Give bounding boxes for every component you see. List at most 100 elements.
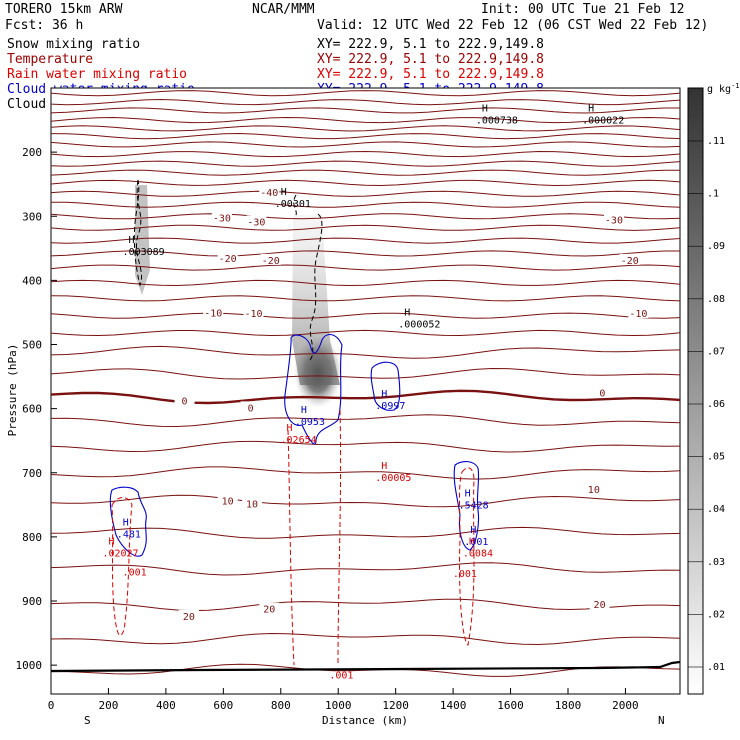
x-tick-label: 1400 <box>440 699 467 712</box>
snow-contour-dashed <box>293 194 323 361</box>
max-marker: H <box>129 235 135 246</box>
isotherm-label-bg <box>603 213 624 225</box>
isotherm-label: -30 <box>247 217 265 228</box>
isotherm-label: -20 <box>262 256 280 267</box>
y-tick-label: 500 <box>22 339 42 352</box>
isotherm-label-bg <box>259 185 280 197</box>
isotherm <box>51 116 680 124</box>
max-value-label: .003089 <box>123 247 165 258</box>
max-value-label: .00301 <box>275 199 311 210</box>
isotherm-zero <box>51 389 680 405</box>
model-title: TORERO 15km ARW <box>5 2 123 17</box>
legend-label: Snow mixing ratio <box>7 37 140 52</box>
max-marker: H <box>482 104 488 115</box>
isotherm-label-bg <box>583 482 604 494</box>
cloud-water-contour-main <box>284 334 343 445</box>
x-tick-label: 1000 <box>325 699 352 712</box>
end-label: N <box>658 714 665 727</box>
isotherm-label-bg <box>243 307 264 319</box>
x-tick-label: 400 <box>156 699 176 712</box>
isotherm-label: 20 <box>183 612 195 623</box>
colorbar-tick-label: .1 <box>707 189 719 200</box>
max-value-label: .001 <box>123 568 147 579</box>
isotherm <box>51 312 680 319</box>
isotherm-label-bg <box>178 609 199 621</box>
max-marker: H <box>301 405 307 416</box>
y-axis-label: Pressure (hPa) <box>6 344 19 437</box>
init-time: Init: 00 UTC Tue 21 Feb 12 <box>481 2 685 17</box>
isotherm-label-bg <box>628 307 649 319</box>
colorbar-tick-label: .08 <box>707 294 725 305</box>
colorbar-unit: g kg-1 <box>707 82 740 95</box>
max-value-label: .5428 <box>459 500 489 511</box>
colorbar-ticks: .01 .02 .03 .04 .05 .06 .07 .08 .09 .1 .11 <box>688 136 725 673</box>
isotherm-label: -10 <box>244 309 262 320</box>
isotherm-label-bg <box>217 494 238 506</box>
isotherm <box>51 632 680 646</box>
isotherm-label-bg <box>242 497 263 509</box>
isotherm-label-bg <box>211 211 232 223</box>
isotherm-label: 0 <box>182 396 188 407</box>
isotherm <box>51 160 680 167</box>
y-tick-label: 600 <box>22 403 42 416</box>
max-marker: H <box>404 308 410 319</box>
x-tick-label: 600 <box>213 699 233 712</box>
legend-xy: XY= 222.9, 5.1 to 222.9,149.8 <box>317 52 544 67</box>
max-value-label: .000738 <box>476 116 518 127</box>
isotherm <box>51 98 680 106</box>
max-value-label: .0084 <box>463 549 493 560</box>
x-tick-label: 800 <box>271 699 291 712</box>
isotherm-label: -40 <box>260 188 278 199</box>
isotherm <box>51 279 680 287</box>
y-tick-label: 800 <box>22 531 42 544</box>
temperature-labels: -40 -30 -30 -30 -20 -20 -20 -10 -10 -10 0 0 0 10 10 10 2… <box>174 185 649 623</box>
colorbar-tick-label: .05 <box>707 452 725 463</box>
colorbar-tick-label: .06 <box>707 399 725 410</box>
max-marker: H <box>287 423 293 434</box>
isotherm-label: 10 <box>222 496 234 507</box>
max-value-label: .000052 <box>398 320 440 331</box>
max-value-label: .481 <box>117 529 141 540</box>
isotherm-label: -30 <box>605 215 623 226</box>
max-value-label: .001 <box>329 670 353 681</box>
y-tick-label: 900 <box>22 595 42 608</box>
isotherm-label: -20 <box>621 256 639 267</box>
isotherm <box>51 237 680 244</box>
colorbar-tick-label: .07 <box>707 346 725 357</box>
max-marker: H <box>281 187 287 198</box>
max-marker: H <box>470 525 476 536</box>
isotherm-label: 10 <box>246 500 258 511</box>
max-marker: H <box>381 461 387 472</box>
isotherm <box>51 526 680 539</box>
isotherm <box>51 367 680 380</box>
rain-contour-main <box>287 409 342 666</box>
isotherm <box>51 132 680 140</box>
x-tick-label: 200 <box>99 699 119 712</box>
isotherm <box>51 224 680 231</box>
isotherm <box>51 90 680 97</box>
plot-frame <box>50 87 681 695</box>
max-marker: H <box>469 537 475 548</box>
colorbar-tick-label: .04 <box>707 504 725 515</box>
start-label: S <box>84 714 91 727</box>
max-value-label: .0953 <box>295 417 325 428</box>
cloud-water-contour-south <box>109 486 147 557</box>
valid-time: Valid: 12 UTC Wed 22 Feb 12 (06 CST Wed … <box>317 18 708 33</box>
isotherm-label: 20 <box>263 605 275 616</box>
x-tick-label: 0 <box>48 699 55 712</box>
max-marker: H <box>123 517 129 528</box>
max-value-label: .02654 <box>281 435 317 446</box>
isotherm <box>51 107 680 114</box>
max-value-label: .001 <box>453 569 477 580</box>
isotherm <box>51 250 680 257</box>
isotherm-label-bg <box>240 401 261 413</box>
snow-shading-column <box>292 215 340 385</box>
ice-contour-dashed <box>133 179 142 287</box>
isotherm <box>51 190 680 197</box>
maxima-labels: H.003089H.00301H.000052H.000738H.000022H… <box>102 104 624 682</box>
isotherm-label-bg <box>217 251 238 263</box>
isotherm-label-bg <box>246 215 267 227</box>
y-axis: 200 300 400 500 600 700 800 900 1000 <box>16 146 57 672</box>
max-value-label: .00005 <box>375 473 411 484</box>
isotherm-label: -10 <box>204 308 222 319</box>
